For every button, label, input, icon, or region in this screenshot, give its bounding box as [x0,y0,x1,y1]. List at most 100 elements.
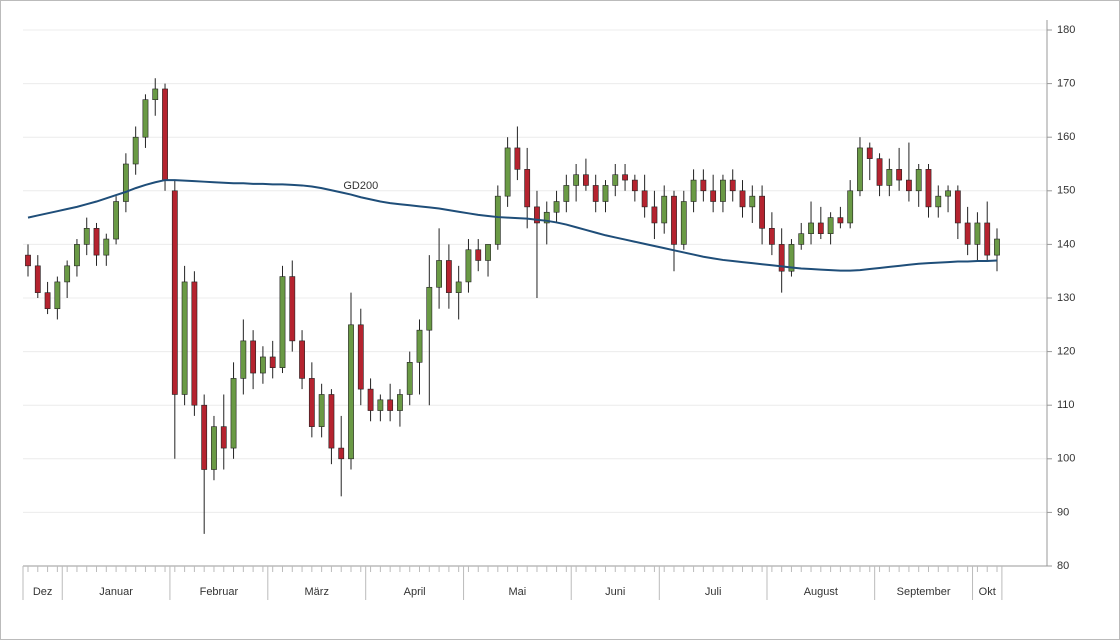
candle [935,185,942,218]
candle-body [44,292,51,310]
candle [142,94,149,148]
candle [847,180,854,229]
candle-body [54,281,61,310]
candle [44,281,51,315]
candle-body [690,179,697,202]
candle-body [514,147,521,170]
candle [387,383,394,422]
candle [994,228,1000,272]
y-tick-label: 80 [1057,560,1069,572]
candle-body [113,201,119,240]
candle [710,174,717,213]
candle [93,222,100,266]
candle-body [162,88,168,181]
candle [896,147,903,191]
candle-body [788,244,795,272]
series-label: GD200 [343,180,378,192]
candle [798,222,805,250]
candle-body [318,394,325,427]
x-tick-label: April [404,586,426,598]
candle [34,255,41,298]
candle [768,212,775,256]
candle [455,265,462,320]
candle [240,319,247,395]
x-tick-label: August [804,586,838,598]
candle-body [915,169,922,192]
candle [749,185,756,223]
candle-body [534,206,540,224]
candle-body [612,174,619,186]
candle-body [279,276,286,368]
candle-body [211,426,217,470]
y-tick-label: 110 [1057,399,1075,411]
candle [631,174,638,202]
candle-body [671,195,677,245]
candle-body [64,265,71,283]
candle-body [925,169,932,208]
x-tick-label: März [305,586,329,598]
candle-body [964,222,971,245]
moving-average-line [27,179,998,272]
candle [612,164,619,197]
candle [171,180,178,459]
candle-body [34,265,41,293]
candle-body [426,286,433,331]
candle [485,244,491,277]
candle-body [817,222,824,234]
candle [622,164,628,191]
candle-body [720,179,726,202]
candle [318,383,325,438]
candle [357,308,364,406]
x-tick-label: Juli [705,586,722,598]
candle [504,137,511,207]
candle-body [152,88,159,100]
candle [945,185,951,213]
candle [808,201,814,245]
candle-body [367,388,374,411]
candle-body [543,211,550,224]
candle-body [563,185,570,202]
candle-body [299,340,305,379]
candle-body [269,356,276,368]
candle [230,362,237,459]
candle-body [768,228,775,245]
candle [827,212,834,245]
candle [152,78,159,116]
candle-body [308,378,315,427]
candle [269,340,276,379]
y-tick-label: 90 [1057,506,1069,518]
candle-body [103,238,110,256]
candle [220,394,227,470]
candle-body [289,276,296,342]
candle [700,169,707,202]
candle [64,260,71,298]
candle-body [837,217,844,224]
candle-body [348,324,354,460]
candle [651,190,658,240]
candle-body [857,147,863,192]
candle [465,239,472,293]
candle-body [886,169,893,186]
candle-body [866,147,873,159]
candle-body [142,99,149,138]
candle-body [181,281,188,395]
candle [543,201,550,245]
y-tick-label: 100 [1057,453,1075,465]
candle-body [994,238,1000,256]
candle-body [132,136,139,165]
candle-body [397,394,403,411]
candle-body [465,249,472,283]
candle [886,158,893,197]
candle-body [622,174,628,181]
candle [83,217,90,256]
candle-body [230,378,237,449]
candle [964,206,971,256]
candle-body [661,195,668,224]
candle-body [494,195,501,245]
candle-body [83,228,90,245]
candle-body [974,222,981,245]
candle [866,142,873,181]
candle-body [896,169,903,181]
candle [778,228,785,293]
